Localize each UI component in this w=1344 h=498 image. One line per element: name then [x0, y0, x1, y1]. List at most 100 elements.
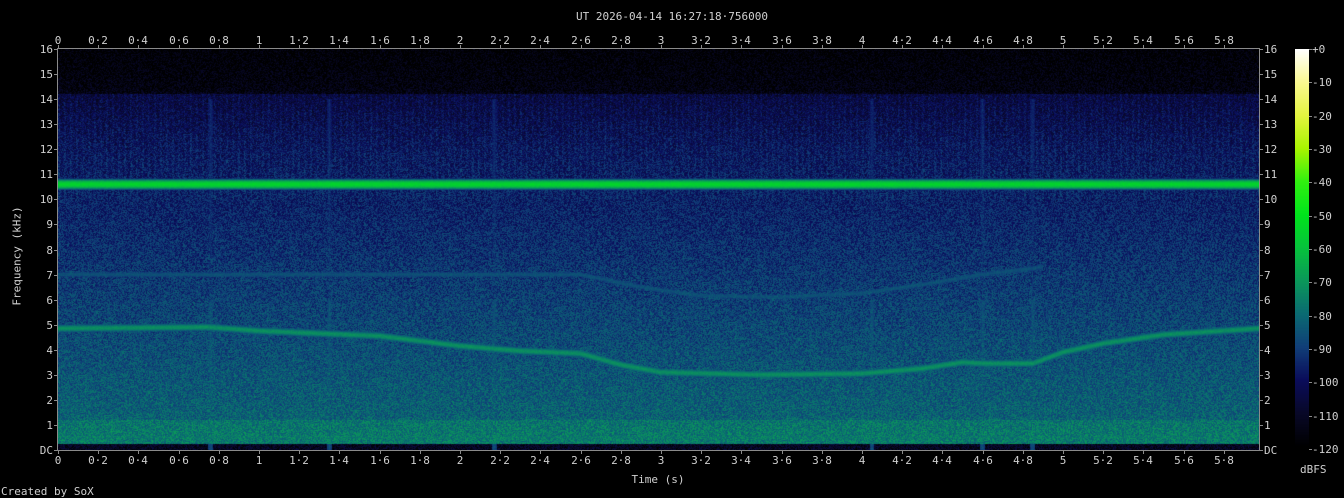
x-tick-label-bottom: 1·4 [329, 454, 349, 467]
y-tick-label-right: 15 [1264, 68, 1278, 81]
colorbar-tick-mark [1309, 149, 1312, 150]
y-tick-mark-right [1259, 74, 1263, 75]
y-tick-mark-left [54, 199, 58, 200]
x-tick-label-bottom: 5·4 [1133, 454, 1153, 467]
x-tick-label-top: 1·8 [410, 34, 430, 47]
x-tick-label-bottom: 2·6 [571, 454, 591, 467]
chart-title: UT 2026-04-14 16:27:18·756000 [575, 10, 769, 23]
x-tick-label-bottom: 5·2 [1093, 454, 1113, 467]
x-tick-mark-bottom [500, 450, 501, 454]
x-tick-label-top: 1·2 [289, 34, 309, 47]
y-tick-label-right: 11 [1264, 168, 1278, 181]
x-tick-label-top: 4·8 [1013, 34, 1033, 47]
y-tick-label-left: 16 [39, 43, 53, 56]
colorbar-tick-label: -70 [1312, 276, 1332, 289]
y-tick-mark-right [1259, 49, 1263, 50]
x-tick-mark-top [259, 45, 260, 49]
x-tick-label-bottom: 3·8 [812, 454, 832, 467]
y-tick-label-right: 12 [1264, 143, 1278, 156]
x-tick-mark-bottom [983, 450, 984, 454]
y-tick-mark-left [54, 74, 58, 75]
x-tick-label-top: 4 [858, 34, 866, 47]
y-tick-mark-left [54, 49, 58, 50]
x-tick-mark-top [701, 45, 702, 49]
x-tick-mark-bottom [420, 450, 421, 454]
x-tick-label-top: 4·4 [932, 34, 952, 47]
y-tick-mark-left [54, 425, 58, 426]
spectrogram-heatmap [58, 49, 1259, 450]
colorbar-tick-label: -120 [1312, 443, 1339, 456]
x-tick-label-top: 3·6 [772, 34, 792, 47]
y-tick-mark-left [54, 224, 58, 225]
x-tick-mark-bottom [862, 450, 863, 454]
x-tick-label-bottom: 2 [456, 454, 464, 467]
x-tick-label-bottom: 3 [657, 454, 665, 467]
colorbar-tick-label: -110 [1312, 410, 1339, 423]
y-tick-label-left: 13 [39, 118, 53, 131]
x-tick-label-top: 4·6 [973, 34, 993, 47]
y-tick-mark-right [1259, 350, 1263, 351]
x-tick-mark-bottom [299, 450, 300, 454]
y-tick-mark-right [1259, 300, 1263, 301]
x-tick-mark-bottom [1023, 450, 1024, 454]
x-tick-label-top: 2·8 [611, 34, 631, 47]
colorbar-tick-label: -60 [1312, 243, 1332, 256]
x-tick-label-top: 5·8 [1214, 34, 1234, 47]
y-tick-label-left: 14 [39, 93, 53, 106]
x-tick-mark-bottom [1063, 450, 1064, 454]
y-tick-label-left: 15 [39, 68, 53, 81]
x-tick-label-bottom: 3·4 [731, 454, 751, 467]
x-tick-label-bottom: 2·4 [530, 454, 550, 467]
x-tick-mark-top [1063, 45, 1064, 49]
x-tick-label-bottom: 3·2 [691, 454, 711, 467]
colorbar-tick-label: -80 [1312, 310, 1332, 323]
y-tick-label-left: 8 [46, 244, 53, 257]
y-tick-mark-left [54, 400, 58, 401]
x-tick-mark-bottom [219, 450, 220, 454]
colorbar-label: dBFS [1300, 463, 1327, 476]
x-tick-mark-top [98, 45, 99, 49]
y-tick-label-left: DC [39, 444, 53, 457]
x-tick-mark-bottom [58, 450, 59, 454]
y-tick-mark-right [1259, 250, 1263, 251]
x-tick-mark-bottom [179, 450, 180, 454]
x-tick-label-bottom: 4·8 [1013, 454, 1033, 467]
y-axis-label: Frequency (kHz) [10, 206, 24, 306]
x-tick-mark-top [179, 45, 180, 49]
x-tick-mark-top [581, 45, 582, 49]
x-tick-label-bottom: 0·2 [88, 454, 108, 467]
x-tick-label-top: 3 [657, 34, 665, 47]
x-tick-mark-top [942, 45, 943, 49]
x-tick-label-top: 1 [255, 34, 263, 47]
y-tick-label-left: 12 [39, 143, 53, 156]
y-tick-mark-left [54, 124, 58, 125]
x-tick-label-top: 0 [54, 34, 62, 47]
x-tick-label-bottom: 4·2 [892, 454, 912, 467]
colorbar-tick-label: -90 [1312, 343, 1332, 356]
y-tick-mark-left [54, 149, 58, 150]
x-tick-label-top: 4·2 [892, 34, 912, 47]
x-tick-label-top: 2·2 [490, 34, 510, 47]
y-tick-label-left: 11 [39, 168, 53, 181]
x-tick-mark-bottom [782, 450, 783, 454]
y-tick-mark-right [1259, 450, 1263, 451]
y-tick-label-left: 5 [46, 319, 53, 332]
x-tick-label-top: 3·8 [812, 34, 832, 47]
colorbar-tick-mark [1309, 316, 1312, 317]
y-tick-label-right: 9 [1264, 218, 1271, 231]
y-tick-mark-left [54, 450, 58, 451]
y-tick-label-right: 8 [1264, 244, 1271, 257]
x-tick-mark-bottom [661, 450, 662, 454]
y-tick-mark-right [1259, 124, 1263, 125]
x-tick-mark-bottom [138, 450, 139, 454]
x-tick-mark-top [299, 45, 300, 49]
colorbar-tick-mark [1309, 116, 1312, 117]
y-tick-mark-left [54, 99, 58, 100]
y-tick-label-right: 4 [1264, 344, 1271, 357]
y-tick-label-right: 6 [1264, 294, 1271, 307]
y-tick-mark-right [1259, 325, 1263, 326]
colorbar-tick-mark [1309, 182, 1312, 183]
colorbar [1295, 49, 1309, 446]
y-tick-mark-left [54, 350, 58, 351]
x-tick-label-bottom: 4·4 [932, 454, 952, 467]
